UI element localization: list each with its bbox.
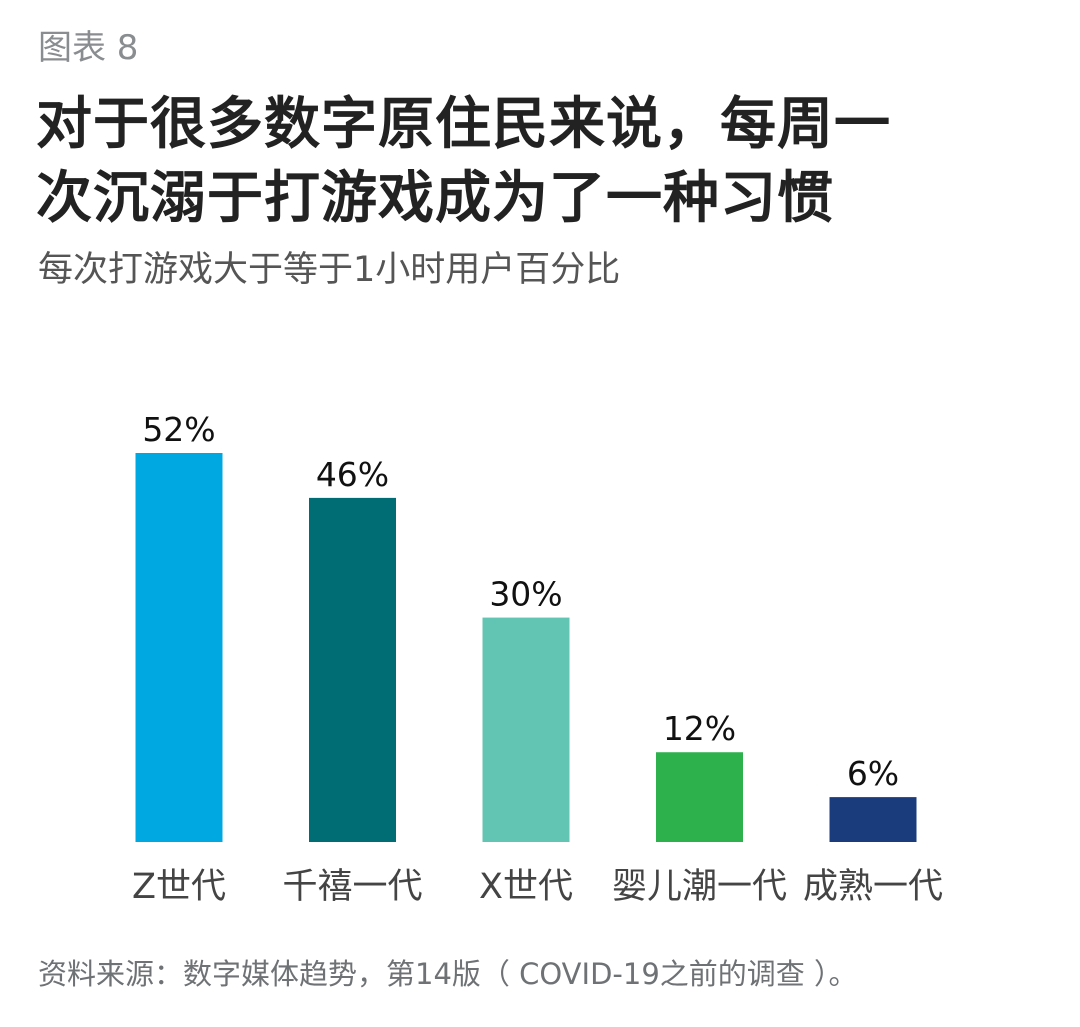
figure-label: 图表 8 xyxy=(38,28,139,68)
bar-1 xyxy=(135,453,223,842)
category-label-3: X世代 xyxy=(479,867,573,907)
category-label-4: 婴儿潮一代 xyxy=(612,867,787,907)
category-label-2: 千禧一代 xyxy=(282,867,422,907)
bar-4 xyxy=(656,752,743,842)
value-label-2: 46% xyxy=(316,455,389,494)
bar-5 xyxy=(829,797,917,842)
bar-2 xyxy=(309,497,396,842)
value-label-1: 52% xyxy=(142,410,215,449)
value-label-4: 12% xyxy=(663,709,736,748)
chart-title: 对于很多数字原住民来说，每周一 次沉溺于打游戏成为了一种习惯 xyxy=(36,92,891,231)
bar-3 xyxy=(482,617,570,842)
value-label-3: 30% xyxy=(489,575,562,614)
source-note: 资料来源：数字媒体趋势，第14版（ COVID-19之前的调查 ）。 xyxy=(38,957,858,991)
chart-subtitle: 每次打游戏大于等于1小时用户百分比 xyxy=(38,250,621,290)
value-label-5: 6% xyxy=(847,754,899,793)
category-label-1: Z世代 xyxy=(132,867,226,907)
category-label-5: 成熟一代 xyxy=(803,867,943,907)
